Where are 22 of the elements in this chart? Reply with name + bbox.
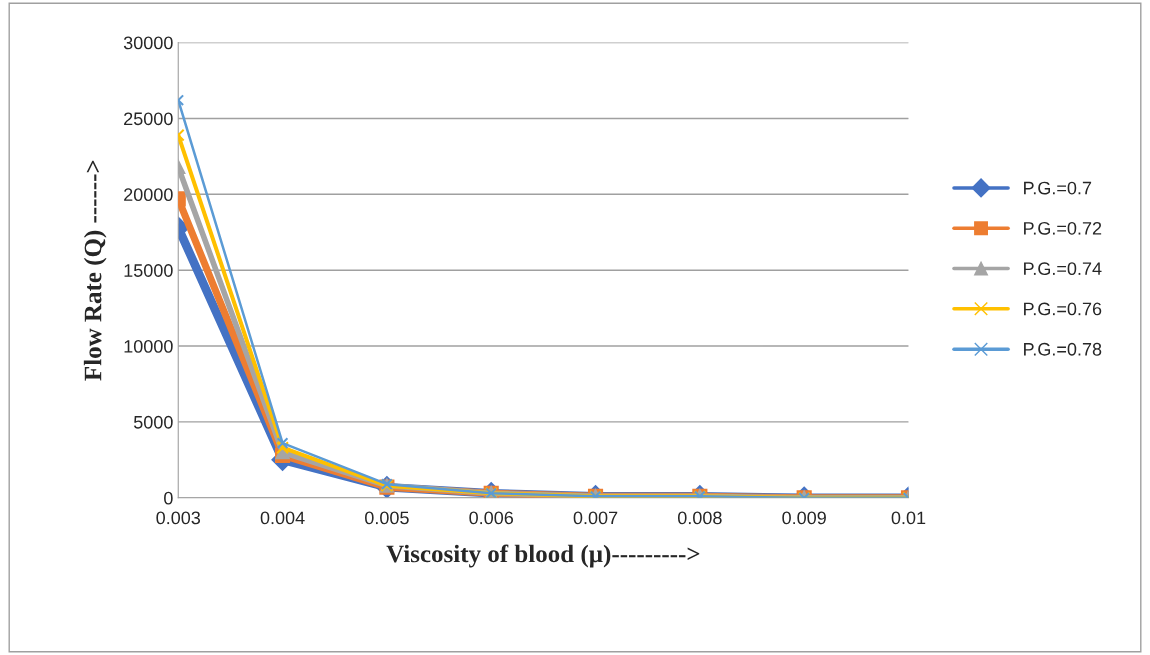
legend-label: P.G.=0.7: [1024, 181, 1092, 195]
y-axis-title: Flow Rate (Q) ------>: [83, 160, 107, 381]
y-tick-label: 30000: [123, 36, 173, 50]
x-tick-label: 0.005: [365, 511, 409, 525]
legend-label: P.G.=0.74: [1024, 262, 1102, 276]
legend-label: P.G.=0.72: [1024, 221, 1102, 235]
y-tick-label: 5000: [133, 415, 173, 429]
x-tick-label: 0.003: [156, 511, 201, 525]
legend-label: P.G.=0.78: [1024, 342, 1102, 356]
x-tick-label: 0.007: [573, 511, 618, 525]
y-tick-label: 10000: [124, 339, 173, 353]
legend-label: P.G.=0.76: [1024, 302, 1102, 316]
y-tick-label: 15000: [124, 264, 173, 277]
x-tick-label: 0.008: [677, 511, 722, 525]
y-tick-label: 0: [164, 491, 173, 505]
x-tick-label: 0.01: [891, 511, 926, 525]
x-tick-label: 0.009: [782, 511, 826, 525]
y-tick-label: 20000: [124, 188, 173, 202]
x-tick-label: 0.006: [469, 511, 514, 525]
x-tick-label: 0.004: [260, 511, 305, 525]
x-axis-title: Viscosity of blood (µ)--------->: [386, 544, 700, 568]
y-tick-label: 25000: [124, 112, 173, 126]
